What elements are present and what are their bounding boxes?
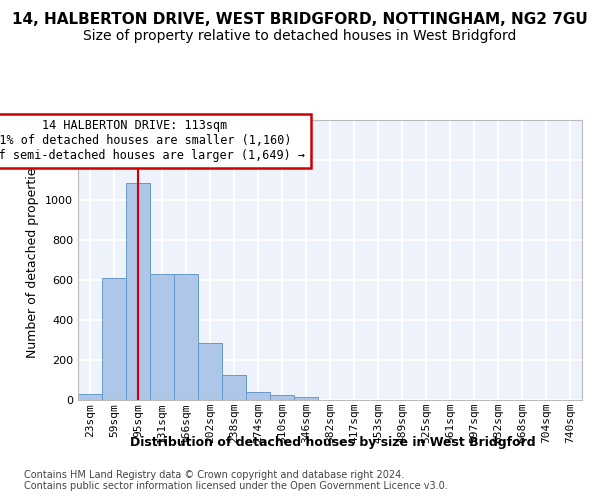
Text: Distribution of detached houses by size in West Bridgford: Distribution of detached houses by size … <box>130 436 536 449</box>
Bar <box>270 395 294 400</box>
Text: Contains HM Land Registry data © Crown copyright and database right 2024.: Contains HM Land Registry data © Crown c… <box>24 470 404 480</box>
Bar <box>246 392 270 400</box>
Bar <box>222 375 246 400</box>
Text: Size of property relative to detached houses in West Bridgford: Size of property relative to detached ho… <box>83 29 517 43</box>
Text: 14 HALBERTON DRIVE: 113sqm
← 41% of detached houses are smaller (1,160)
58% of s: 14 HALBERTON DRIVE: 113sqm ← 41% of deta… <box>0 120 305 162</box>
Bar <box>102 278 126 400</box>
Bar <box>198 343 222 400</box>
Text: Contains public sector information licensed under the Open Government Licence v3: Contains public sector information licen… <box>24 481 448 491</box>
Bar <box>294 397 318 400</box>
Bar <box>78 394 102 400</box>
Bar <box>150 274 174 400</box>
Bar <box>174 274 198 400</box>
Text: 14, HALBERTON DRIVE, WEST BRIDGFORD, NOTTINGHAM, NG2 7GU: 14, HALBERTON DRIVE, WEST BRIDGFORD, NOT… <box>12 12 588 28</box>
Y-axis label: Number of detached properties: Number of detached properties <box>26 162 40 358</box>
Bar <box>126 183 150 400</box>
